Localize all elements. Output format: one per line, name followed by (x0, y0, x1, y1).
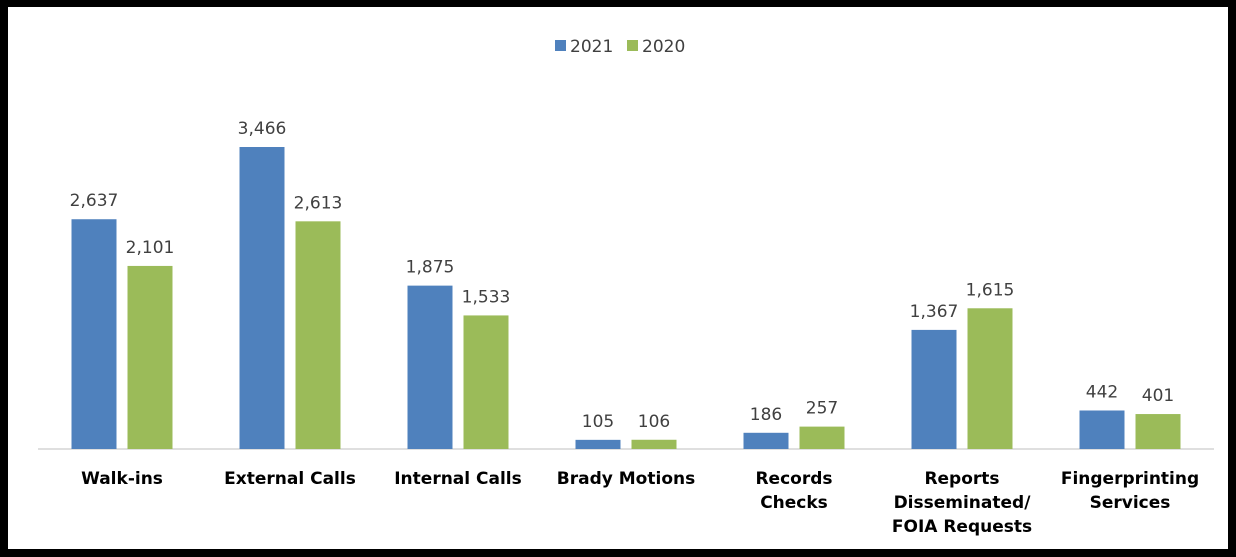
data-label-2020-fingerprinting-services: 401 (1142, 386, 1174, 406)
legend-label-2020: 2020 (642, 37, 685, 57)
category-label-line: Fingerprinting (1061, 469, 1199, 489)
category-label-line: External Calls (224, 469, 356, 489)
bar-2021-fingerprinting-services (1079, 410, 1125, 449)
category-label-line: Reports (924, 469, 999, 489)
data-label-2020-internal-calls: 1,533 (462, 287, 511, 307)
bar-2020-internal-calls (463, 315, 509, 449)
bar-2020-reports-disseminated-foia-requests (967, 308, 1013, 449)
category-label-internal-calls: Internal Calls (394, 469, 522, 489)
category-label-brady-motions: Brady Motions (557, 469, 695, 489)
data-label-2020-external-calls: 2,613 (294, 193, 343, 213)
category-label-line: Records (755, 469, 832, 489)
data-label-2021-records-checks: 186 (750, 405, 782, 425)
category-label-line: Brady Motions (557, 469, 695, 489)
data-label-2020-records-checks: 257 (806, 399, 838, 419)
category-label-external-calls: External Calls (224, 469, 356, 489)
category-label-line: Walk-ins (81, 469, 163, 489)
category-label-line: Services (1090, 493, 1171, 513)
data-label-2021-walk-ins: 2,637 (70, 191, 119, 211)
bar-2021-brady-motions (575, 439, 621, 449)
data-label-2021-fingerprinting-services: 442 (1086, 382, 1118, 402)
category-label-reports-disseminated-foia-requests: Reports Disseminated/FOIA Requests (892, 469, 1032, 537)
data-label-2021-brady-motions: 105 (582, 412, 614, 432)
legend-swatch-2021 (555, 40, 566, 51)
data-label-2020-walk-ins: 2,101 (126, 238, 175, 258)
bar-2021-records-checks (743, 432, 789, 449)
bar-2020-external-calls (295, 221, 341, 449)
bar-2020-walk-ins (127, 265, 173, 449)
data-label-2020-reports-disseminated-foia-requests: 1,615 (966, 280, 1015, 300)
category-label-line: Checks (760, 493, 828, 513)
bar-2020-fingerprinting-services (1135, 414, 1181, 449)
bar-2021-walk-ins (71, 219, 117, 449)
category-label-line: Internal Calls (394, 469, 522, 489)
legend-swatch-2020 (627, 40, 638, 51)
category-label-records-checks: Records Checks (755, 469, 832, 513)
data-label-2021-external-calls: 3,466 (238, 119, 287, 139)
category-label-walk-ins: Walk-ins (81, 469, 163, 489)
bar-2020-records-checks (799, 426, 845, 449)
bar-2021-internal-calls (407, 285, 453, 449)
data-label-2020-brady-motions: 106 (638, 412, 670, 432)
data-label-2021-internal-calls: 1,875 (406, 258, 455, 278)
category-label-line: FOIA Requests (892, 517, 1032, 537)
bar-2020-brady-motions (631, 439, 677, 449)
bar-2021-reports-disseminated-foia-requests (911, 329, 957, 449)
legend-label-2021: 2021 (570, 37, 613, 57)
bar-2021-external-calls (239, 147, 285, 449)
category-label-fingerprinting-services: Fingerprinting Services (1061, 469, 1199, 513)
category-label-line: Disseminated/ (894, 493, 1032, 513)
data-label-2021-reports-disseminated-foia-requests: 1,367 (910, 302, 959, 322)
